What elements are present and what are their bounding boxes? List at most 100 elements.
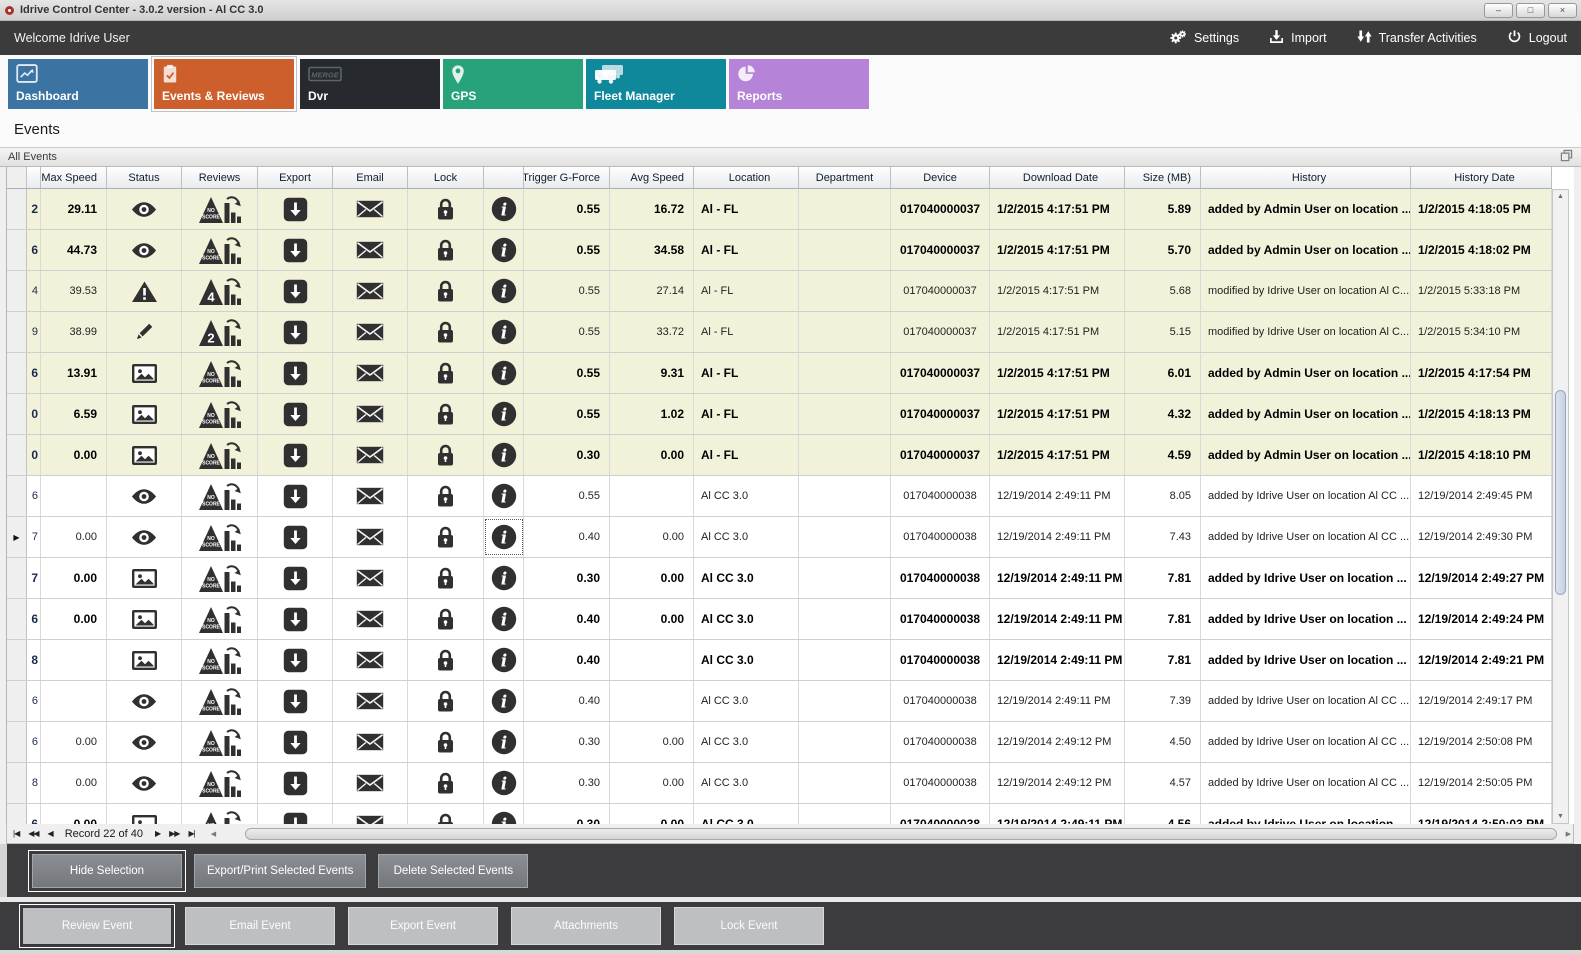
info-cell[interactable]: i — [484, 558, 524, 598]
scroll-up-arrow-icon[interactable]: ▲ — [1557, 193, 1564, 200]
info-icon[interactable]: i — [486, 561, 522, 595]
transfer-activities-button[interactable]: Transfer Activities — [1356, 28, 1477, 48]
email-icon[interactable] — [333, 435, 408, 475]
info-icon[interactable]: i — [484, 519, 523, 555]
column-header-location[interactable]: Location — [694, 167, 799, 188]
table-row[interactable]: 6 NO SCORE i 0.55 Al CC 3.0 017040000038 12/19/… — [7, 476, 1552, 517]
export-icon[interactable] — [258, 353, 333, 393]
vertical-scrollbar[interactable]: ▲ ▼ — [1552, 189, 1569, 824]
info-cell[interactable]: i — [484, 435, 524, 475]
info-cell[interactable]: i — [484, 394, 524, 434]
info-cell[interactable]: i — [484, 271, 524, 311]
email-event-button[interactable]: Email Event — [185, 907, 335, 945]
table-row[interactable]: 9 38.99 2 i 0.55 33.72 Al - FL 017040000037 1/2/… — [7, 312, 1552, 353]
export-icon[interactable] — [258, 394, 333, 434]
info-icon[interactable]: i — [486, 438, 522, 472]
info-icon[interactable]: i — [486, 356, 522, 390]
info-icon[interactable]: i — [486, 315, 522, 349]
import-button[interactable]: Import — [1269, 29, 1327, 47]
export-icon[interactable] — [258, 599, 333, 639]
table-row[interactable]: 6 13.91 NO SCORE i 0.55 9.31 Al - FL 01704000003… — [7, 353, 1552, 394]
email-icon[interactable] — [333, 558, 408, 598]
column-header-history[interactable]: History — [1201, 167, 1411, 188]
export-icon[interactable] — [258, 189, 333, 229]
last-record-button[interactable]: ▶| — [188, 829, 195, 838]
horizontal-scroll-thumb[interactable] — [244, 827, 1557, 840]
info-icon[interactable]: i — [486, 479, 522, 513]
email-icon[interactable] — [333, 189, 408, 229]
hide-selection-button[interactable]: Hide Selection — [28, 849, 186, 892]
info-cell[interactable]: i — [484, 681, 524, 721]
table-row[interactable]: 8 NO SCORE i 0.40 Al CC 3.0 017040000038 12/19/… — [7, 640, 1552, 681]
info-cell[interactable]: i — [484, 230, 524, 270]
export-icon[interactable] — [258, 722, 333, 762]
export-icon[interactable] — [258, 681, 333, 721]
info-cell[interactable]: i — [484, 353, 524, 393]
maximize-button[interactable]: □ — [1516, 3, 1545, 18]
table-row[interactable]: 2 29.11 NO SCORE i 0.55 16.72 Al - FL 0170400000… — [7, 189, 1552, 230]
column-header-lock[interactable]: Lock — [408, 167, 484, 188]
lock-icon[interactable] — [408, 312, 484, 352]
lock-icon[interactable] — [408, 763, 484, 803]
column-header-size-mb[interactable]: Size (MB) — [1125, 167, 1201, 188]
column-header-department[interactable]: Department — [799, 167, 891, 188]
table-row[interactable]: 6 0.00 NO SCORE i 0.40 0.00 Al CC 3.0 0170400000… — [7, 599, 1552, 640]
hscroll-left-arrow-icon[interactable]: ◀ — [210, 830, 217, 838]
lock-icon[interactable] — [408, 394, 484, 434]
info-icon[interactable]: i — [486, 233, 522, 267]
info-icon[interactable]: i — [486, 766, 522, 800]
tab-reports[interactable]: Reports — [729, 59, 869, 109]
export-icon[interactable] — [258, 312, 333, 352]
info-cell[interactable]: i — [484, 476, 524, 516]
lock-icon[interactable] — [408, 189, 484, 229]
export-event-button[interactable]: Export Event — [348, 907, 498, 945]
lock-icon[interactable] — [408, 517, 484, 557]
lock-icon[interactable] — [408, 353, 484, 393]
tab-gps[interactable]: GPS — [443, 59, 583, 109]
email-icon[interactable] — [333, 394, 408, 434]
column-header-history-date[interactable]: History Date — [1411, 167, 1552, 188]
export-print-selected-events-button[interactable]: Export/Print Selected Events — [194, 853, 367, 888]
email-icon[interactable] — [333, 353, 408, 393]
minimize-button[interactable]: – — [1484, 3, 1513, 18]
lock-icon[interactable] — [408, 722, 484, 762]
column-header-avg-speed[interactable]: Avg Speed — [610, 167, 694, 188]
close-button[interactable]: × — [1548, 3, 1577, 18]
email-icon[interactable] — [333, 271, 408, 311]
info-icon[interactable]: i — [486, 725, 522, 759]
info-cell[interactable]: i — [484, 599, 524, 639]
table-row[interactable]: ▶ 7 0.00 NO SCORE i 0.40 0.00 Al CC 3.0 017040000… — [7, 517, 1552, 558]
review-score-icon[interactable]: 4 — [182, 271, 258, 311]
column-header-download-date[interactable]: Download Date — [990, 167, 1125, 188]
lock-icon[interactable] — [408, 558, 484, 598]
export-icon[interactable] — [258, 558, 333, 598]
export-icon[interactable] — [258, 476, 333, 516]
info-cell[interactable]: i — [484, 722, 524, 762]
next-record-button[interactable]: ▶ — [154, 829, 161, 838]
info-cell[interactable]: i — [484, 640, 524, 680]
prev-record-button[interactable]: ◀ — [47, 829, 54, 838]
export-icon[interactable] — [258, 230, 333, 270]
table-row[interactable]: 6 NO SCORE i 0.40 Al CC 3.0 017040000038 12/19/… — [7, 681, 1552, 722]
export-icon[interactable] — [258, 435, 333, 475]
table-row[interactable]: 4 39.53 4 i 0.55 27.14 Al - FL 017040000037 1/2/… — [7, 271, 1552, 312]
info-cell[interactable]: i — [484, 517, 524, 557]
column-header-email[interactable]: Email — [333, 167, 408, 188]
settings-button[interactable]: Settings — [1169, 29, 1239, 48]
email-icon[interactable] — [333, 599, 408, 639]
tab-dashboard[interactable]: Dashboard — [8, 59, 148, 109]
scroll-down-arrow-icon[interactable]: ▼ — [1557, 813, 1564, 820]
lock-icon[interactable] — [408, 435, 484, 475]
email-icon[interactable] — [333, 640, 408, 680]
info-icon[interactable]: i — [486, 602, 522, 636]
